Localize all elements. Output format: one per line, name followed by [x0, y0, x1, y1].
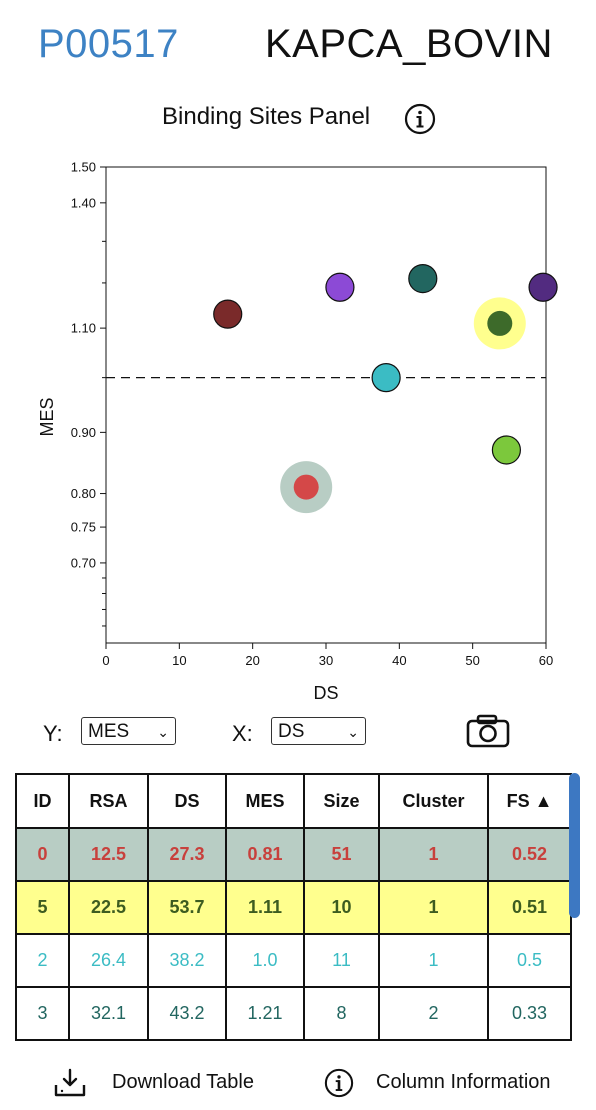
column-header-rsa[interactable]: RSA: [68, 773, 149, 829]
y-tick-label: 1.40: [71, 195, 96, 210]
table-cell: 3: [15, 986, 70, 1041]
scatter-point: [528, 272, 558, 302]
x-axis-select-value: DS: [278, 721, 305, 742]
table-cell: 51: [303, 827, 380, 882]
table-cell: 12.5: [68, 827, 149, 882]
binding-sites-table: ID RSA DS MES Size Cluster FS ▲ 0 12.5 2…: [15, 773, 572, 1041]
table-cell: 32.1: [68, 986, 149, 1041]
table-cell: 0.81: [225, 827, 305, 882]
x-tick-label: 60: [539, 653, 553, 668]
table-cell: 8: [303, 986, 380, 1041]
table-cell: 1: [378, 827, 489, 882]
table-cell: 27.3: [147, 827, 227, 882]
protein-entry-name: KAPCA_BOVIN: [265, 22, 553, 66]
y-axis-title: MES: [37, 397, 57, 436]
table-cell: 10: [303, 880, 380, 935]
table-cell: 2: [378, 986, 489, 1041]
y-tick-label: 0.75: [71, 520, 96, 535]
table-cell: 38.2: [147, 933, 227, 988]
table-row[interactable]: 0 12.5 27.3 0.81 51 1 0.52: [15, 827, 572, 882]
table-cell: 0.33: [487, 986, 572, 1041]
column-information-button[interactable]: Column Information: [376, 1071, 551, 1093]
table-cell: 1.21: [225, 986, 305, 1041]
x-tick-label: 50: [465, 653, 479, 668]
table-cell: 11: [303, 933, 380, 988]
x-tick-label: 10: [172, 653, 186, 668]
table-cell: 53.7: [147, 880, 227, 935]
x-axis-title: DS: [313, 683, 338, 703]
plot-frame: [105, 166, 547, 644]
table-cell: 43.2: [147, 986, 227, 1041]
y-axis-label: Y:: [43, 721, 63, 746]
table-row[interactable]: 3 32.1 43.2 1.21 8 2 0.33: [15, 986, 572, 1041]
camera-icon[interactable]: [466, 714, 510, 748]
scatter-point: [408, 264, 438, 294]
table-row[interactable]: 5 22.5 53.7 1.11 10 1 0.51: [15, 880, 572, 935]
table-cell: 0.51: [487, 880, 572, 935]
download-table-button[interactable]: Download Table: [112, 1071, 254, 1093]
scatter-point: [213, 299, 243, 329]
column-header-cluster[interactable]: Cluster: [378, 773, 489, 829]
scatter-point: [487, 310, 513, 336]
table-cell: 26.4: [68, 933, 149, 988]
scatter-point: [371, 363, 401, 393]
scatter-point: [491, 435, 521, 465]
table-cell: 5: [15, 880, 70, 935]
y-tick-label: 0.80: [71, 486, 96, 501]
column-header-fs[interactable]: FS ▲: [487, 773, 572, 829]
scatter-point: [325, 272, 355, 302]
column-header-mes[interactable]: MES: [225, 773, 305, 829]
y-tick-label: 1.50: [71, 160, 96, 175]
table-header-row: ID RSA DS MES Size Cluster FS ▲: [15, 773, 572, 829]
table-cell: 0.52: [487, 827, 572, 882]
table-cell: 1.0: [225, 933, 305, 988]
chevron-down-icon: ⌄: [157, 724, 169, 740]
table-cell: 2: [15, 933, 70, 988]
info-icon[interactable]: [324, 1068, 354, 1098]
protein-accession[interactable]: P00517: [38, 22, 179, 66]
panel-title: Binding Sites Panel: [162, 103, 371, 130]
x-tick-label: 0: [102, 653, 109, 668]
table-row[interactable]: 2 26.4 38.2 1.0 11 1 0.5: [15, 933, 572, 988]
chevron-down-icon: ⌄: [347, 724, 359, 740]
table-cell: 1: [378, 933, 489, 988]
x-tick-label: 40: [392, 653, 406, 668]
table-cell: 1: [378, 880, 489, 935]
table-cell: 1.11: [225, 880, 305, 935]
download-icon[interactable]: [53, 1068, 87, 1098]
x-tick-label: 20: [245, 653, 259, 668]
x-axis-label: X:: [232, 721, 253, 746]
table-cell: 0.5: [487, 933, 572, 988]
table-scrollbar[interactable]: [569, 773, 580, 918]
y-tick-label: 0.90: [71, 425, 96, 440]
column-header-id[interactable]: ID: [15, 773, 70, 829]
column-header-ds[interactable]: DS: [147, 773, 227, 829]
x-tick-label: 30: [319, 653, 333, 668]
y-tick-label: 0.70: [71, 555, 96, 570]
x-axis-select[interactable]: DS ⌄: [271, 717, 366, 745]
scatter-chart: 0 10 20 30 40 50 60 0.70 0.75 0.80 0.90 1.10 1.40 1.5…: [37, 160, 558, 703]
y-tick-label: 1.10: [71, 321, 96, 336]
table-cell: 0: [15, 827, 70, 882]
scatter-point: [293, 474, 319, 500]
table-cell: 22.5: [68, 880, 149, 935]
column-header-size[interactable]: Size: [303, 773, 380, 829]
y-axis-select[interactable]: MES ⌄: [81, 717, 176, 745]
info-icon[interactable]: [404, 103, 436, 135]
y-axis-select-value: MES: [88, 721, 130, 742]
